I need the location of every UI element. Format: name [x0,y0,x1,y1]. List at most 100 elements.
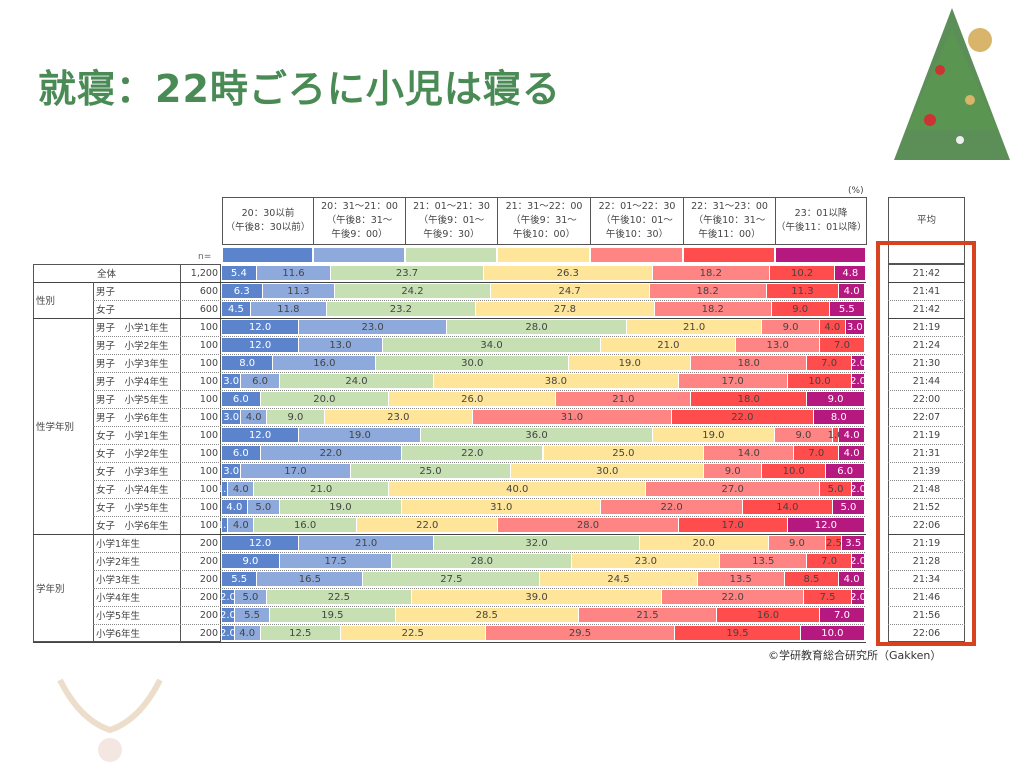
bar-segment: 2.0 [850,374,867,388]
bar-segment: 24.5 [540,572,698,586]
bar-segment: 11.6 [256,266,332,280]
group-label: 性学年別 [36,422,75,433]
credit-text: ©学研教育総合研究所（Gakken） [768,649,942,662]
bar-segment: 2.0 [219,590,236,604]
bar-segment: 19.0 [299,428,422,442]
bar-segment: 30.0 [376,356,570,370]
bar-segment: 5.0 [819,482,853,496]
row-average: 21:34 [912,573,941,585]
legend-swatch [498,248,589,262]
bar-segment: 2.0 [850,482,867,496]
row-average: 22:06 [912,627,941,639]
row-label: 女子 小学5年生 [96,503,169,514]
bar-segment: 30.0 [511,464,705,478]
row-divider [888,408,965,409]
bar-segment: 34.0 [382,338,602,352]
bar-segment: 20.0 [639,536,769,550]
row-divider [93,480,865,481]
category-header: 20：31～21：00 （午後8：31～ 午後9：00） [313,197,406,245]
bar-segment: 32.0 [434,536,640,550]
bar-segment: 11.3 [262,284,336,298]
row-divider [888,300,965,301]
bar-segment: 19.5 [270,608,396,622]
row-label: 全体 [96,269,116,280]
bar-segment: 2.5 [825,536,843,550]
row-divider [888,570,965,571]
bar-segment: 16.0 [717,608,820,622]
bar-segment: 9.0 [807,392,865,406]
row-label: 男子 [96,287,116,298]
bar-segment: 22.0 [601,500,743,514]
bar-segment: 1.0 [216,518,233,532]
row-divider [93,552,865,553]
row-average: 21:28 [912,555,941,567]
row-average: 21:31 [912,447,941,459]
bar-segment: 9.0 [704,464,763,478]
bar-segment: 12.0 [222,536,300,550]
row-n: 200 [199,609,218,621]
bar-segment: 5.0 [234,590,267,604]
bar-segment: 9.0 [267,410,325,424]
bar-segment: 4.0 [839,572,865,586]
bar-segment: 9.0 [774,428,833,442]
row-average: 22:06 [912,519,941,531]
bar-segment: 2.0 [850,554,867,568]
row-label: 女子 [96,305,116,316]
bar-segment: 7.0 [807,554,853,568]
row-n: 100 [199,357,218,369]
bar-segment: 11.3 [766,284,840,298]
row-n: 100 [199,339,218,351]
row-n: 1,200 [190,267,218,279]
bar-segment: 3.5 [842,536,865,550]
legend-swatch [776,248,865,262]
bar-segment: 10.0 [762,464,827,478]
bar-segment: 10.0 [787,374,853,388]
row-label: 男子 小学3年生 [96,359,169,370]
bar-segment: 28.0 [447,320,628,334]
row-label: 小学2年生 [96,557,141,568]
row-divider [93,444,865,445]
row-label: 小学5年生 [96,611,141,622]
n-label: n= [198,252,212,262]
bar-segment: 5.0 [832,500,865,514]
category-header: 20：30以前 （午後8：30以前） [222,197,314,245]
bar-segment: 18.2 [649,284,767,298]
average-header: 平均 [888,197,965,245]
row-average: 21:19 [912,429,941,441]
bar-segment: 13.0 [299,338,383,352]
bar-segment: 11.8 [250,302,327,316]
bar-segment: 4.0 [241,410,267,424]
avg-frame [888,264,965,642]
row-n: 100 [199,375,218,387]
bar-segment: 17.5 [279,554,393,568]
row-n: 200 [199,573,218,585]
row-divider [93,624,865,625]
bar-segment: 17.0 [678,518,788,532]
bar-segment: 7.0 [819,338,865,352]
row-divider [888,390,965,391]
bar-segment: 23.0 [299,320,448,334]
bar-segment: 10.0 [800,626,865,640]
bar-segment: 4.0 [222,500,248,514]
row-n: 200 [199,627,218,639]
bar-segment: 7.5 [803,590,853,604]
row-divider [888,606,965,607]
row-divider [93,300,865,301]
bar-segment: 21.0 [254,482,390,496]
average-highlight-box [876,241,976,646]
bar-segment: 17.0 [678,374,788,388]
category-header: 22：01～22：30 （午後10：01～ 午後10：30） [590,197,684,245]
bar-segment: 7.0 [819,608,865,622]
bar-segment: 22.0 [672,410,814,424]
bar-segment: 4.5 [222,302,251,316]
bar-segment: 4.0 [228,482,255,496]
bar-segment: 12.0 [787,518,865,532]
bar-segment: 6.3 [222,284,263,298]
bar-segment: 23.7 [331,266,484,280]
row-label: 男子 小学6年生 [96,413,169,424]
row-average: 22:00 [912,393,941,405]
bar-segment: 18.0 [691,356,808,370]
group-divider [888,282,965,283]
row-average: 21:44 [912,375,941,387]
